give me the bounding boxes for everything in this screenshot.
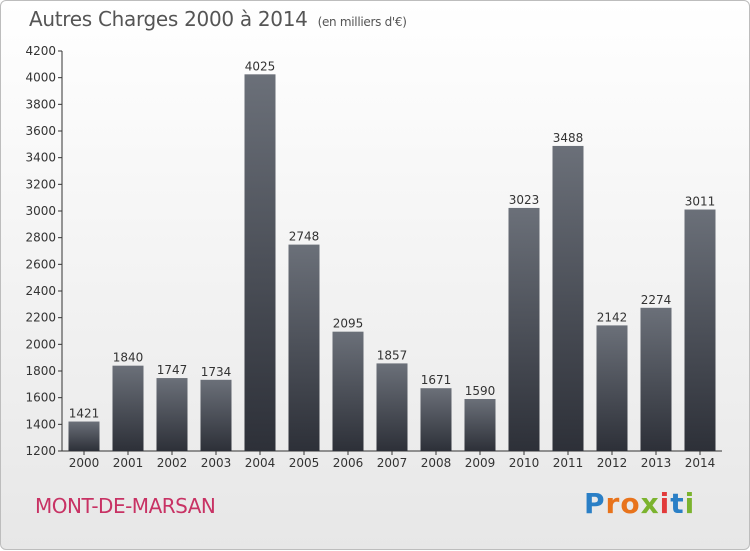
y-tick-label: 3800 [25, 97, 56, 111]
y-tick-label: 2800 [25, 231, 56, 245]
x-tick-label: 2011 [553, 456, 584, 470]
bar-2004 [244, 74, 276, 451]
data-label-2004: 4025 [245, 59, 276, 73]
y-tick-label: 3600 [25, 124, 56, 138]
y-tick-label: 2200 [25, 311, 56, 325]
y-tick-label: 4200 [25, 44, 56, 58]
x-tick-label: 2014 [685, 456, 716, 470]
x-tick-label: 2009 [465, 456, 496, 470]
data-label-2009: 1590 [465, 384, 496, 398]
x-tick-label: 2003 [201, 456, 232, 470]
data-label-2010: 3023 [509, 193, 540, 207]
chart-subtitle: (en milliers d'€) [317, 15, 407, 29]
y-tick-label: 2400 [25, 284, 56, 298]
chart-axes: 1200 1400 1600 1800 2000 2200 2400 2600 2800 3000… [25, 44, 722, 458]
y-tick-label: 1200 [25, 444, 56, 458]
chart-labels: 2000 1421 2001 1840 2002 1747 2003 1734 2004 4025… [69, 59, 716, 470]
bar-2001 [112, 365, 144, 451]
chart-title: Autres Charges 2000 à 2014 [29, 7, 308, 31]
logo-letter: o [620, 487, 641, 520]
data-label-2012: 2142 [597, 310, 628, 324]
y-tick-label: 1600 [25, 391, 56, 405]
x-tick-label: 2013 [641, 456, 672, 470]
logo-letter: t [670, 487, 685, 520]
logo-letter: x [640, 487, 660, 520]
city-name: MONT-DE-MARSAN [35, 494, 216, 518]
y-tick-label: 2600 [25, 257, 56, 271]
logo-letter: i [684, 487, 696, 520]
x-tick-label: 2005 [289, 456, 320, 470]
chart-title-row: Autres Charges 2000 à 2014 (en milliers d… [29, 7, 407, 31]
data-label-2006: 2095 [333, 317, 364, 331]
proxiti-logo[interactable]: Proxiti [584, 487, 695, 520]
data-label-2011: 3488 [553, 131, 584, 145]
data-label-2008: 1671 [421, 373, 452, 387]
x-tick-label: 2006 [333, 456, 364, 470]
logo-letter: i [659, 487, 671, 520]
data-label-2014: 3011 [685, 195, 716, 209]
data-label-2000: 1421 [69, 407, 100, 421]
bar-2013 [640, 307, 672, 451]
y-tick-label: 3400 [25, 151, 56, 165]
x-tick-label: 2002 [157, 456, 188, 470]
y-tick-label: 3000 [25, 204, 56, 218]
data-label-2003: 1734 [201, 365, 232, 379]
bar-2003 [200, 379, 232, 451]
data-label-2002: 1747 [157, 363, 188, 377]
bar-2014 [684, 209, 716, 451]
x-tick-label: 2000 [69, 456, 100, 470]
data-label-2007: 1857 [377, 348, 408, 362]
bar-2002 [156, 378, 188, 451]
bar-2005 [288, 244, 320, 451]
bar-2011 [552, 145, 584, 451]
y-tick-label: 1400 [25, 417, 56, 431]
x-tick-label: 2007 [377, 456, 408, 470]
bar-2008 [420, 388, 452, 451]
data-label-2001: 1840 [113, 351, 144, 365]
bar-2012 [596, 325, 628, 451]
data-label-2005: 2748 [289, 230, 320, 244]
bar-2009 [464, 399, 496, 451]
bar-2000 [68, 421, 100, 451]
y-tick-label: 3200 [25, 177, 56, 191]
data-label-2013: 2274 [641, 293, 672, 307]
bar-2006 [332, 331, 364, 451]
x-tick-label: 2012 [597, 456, 628, 470]
x-tick-label: 2008 [421, 456, 452, 470]
logo-letter: P [584, 487, 606, 520]
x-tick-label: 2004 [245, 456, 276, 470]
x-tick-label: 2010 [509, 456, 540, 470]
y-tick-label: 1800 [25, 364, 56, 378]
bar-2007 [376, 363, 408, 451]
y-tick-label: 2000 [25, 337, 56, 351]
bar-2010 [508, 207, 540, 451]
x-tick-label: 2001 [113, 456, 144, 470]
chart-bars [68, 74, 716, 451]
logo-letter: r [605, 487, 621, 520]
y-tick-label: 4000 [25, 71, 56, 85]
